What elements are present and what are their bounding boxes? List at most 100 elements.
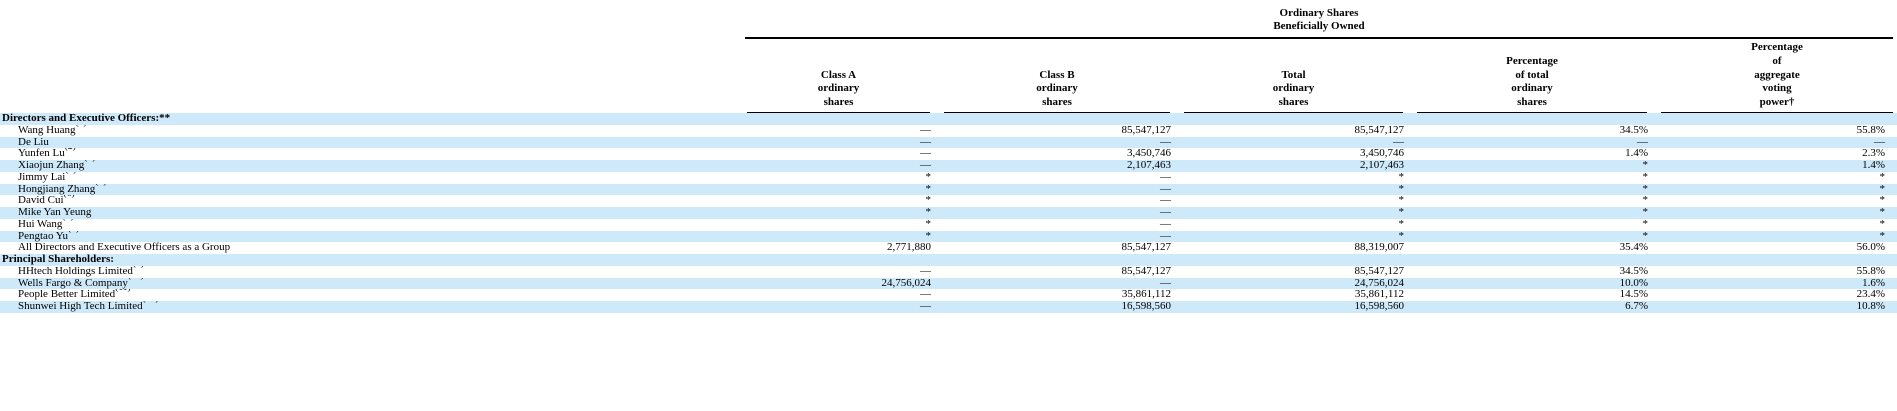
- row-label-text: Hui Wang: [18, 218, 63, 230]
- cell-pct-voting-power: 10.8%: [1856, 300, 1885, 312]
- row-label: Wang Huang(1): [0, 125, 737, 137]
- cell-class-b-shares: —: [1160, 135, 1171, 148]
- table-row: Hongjiang Zhang(5) * — * * *: [0, 182, 1897, 196]
- row-label: De Liu: [0, 137, 737, 149]
- row-label-text: Pengtao Yu: [18, 230, 69, 242]
- cell-class-b-shares: [934, 254, 1174, 266]
- cell-pct-voting-power: [1651, 254, 1897, 266]
- cell-total-shares: 85,547,127: [1354, 264, 1405, 277]
- row-label: Yunfen Lu(2): [0, 148, 737, 160]
- row-label-text: Directors and Executive Officers:**: [2, 113, 171, 124]
- cell-class-a-shares: —: [920, 123, 931, 136]
- cell-pct-total-shares: *: [1642, 159, 1649, 171]
- table-row: Wang Huang(1) — 85,547,127 85,547,127 34.5% 5…: [0, 123, 1897, 137]
- footnote-reference: (1): [75, 125, 86, 128]
- cell-pct-total-shares: 14.5%: [1619, 288, 1648, 301]
- row-label-text: Wang Huang: [18, 124, 76, 136]
- cell-total-shares: 2,107,463: [1360, 159, 1404, 171]
- cell-class-b-shares: 85,547,127: [1121, 241, 1172, 254]
- cell-class-b-shares: —: [1160, 206, 1171, 218]
- cell-class-a-shares: *: [925, 229, 932, 242]
- cell-pct-voting-power: *: [1879, 229, 1886, 242]
- row-label-text: De Liu: [18, 136, 49, 148]
- cell-total-shares: 16,598,560: [1354, 300, 1405, 312]
- row-label-text: People Better Limited: [18, 289, 116, 301]
- cell-class-b-shares: [934, 113, 1174, 125]
- table-row: Xiaojun Zhang(3) — 2,107,463 2,107,463 * 1.4%: [0, 159, 1897, 172]
- row-label-text: David Cui: [18, 195, 64, 207]
- cell-class-a-shares: —: [920, 288, 931, 301]
- column-header-pct-total: Percentage of total ordinary shares: [1407, 39, 1651, 113]
- group-header-spacer: [0, 0, 745, 39]
- cell-class-b-shares: —: [1160, 194, 1171, 207]
- row-label: All Directors and Executive Officers as …: [0, 242, 737, 254]
- cell-class-b-shares: 2,107,463: [1127, 159, 1171, 171]
- row-label: Hui Wang(7): [0, 219, 737, 231]
- footnote-reference: (8): [68, 231, 79, 234]
- cell-pct-voting-power: *: [1879, 194, 1886, 207]
- column-header-class-a: Class A ordinary shares: [737, 39, 934, 113]
- cell-class-a-shares: *: [925, 217, 932, 230]
- cell-pct-voting-power: —: [1874, 135, 1885, 148]
- cell-class-b-shares: 16,598,560: [1121, 300, 1172, 312]
- row-label: Mike Yan Yeung: [0, 207, 737, 219]
- cell-class-a-shares: 2,771,880: [887, 241, 931, 254]
- cell-pct-total-shares: *: [1642, 194, 1649, 207]
- footnote-reference: (11): [115, 289, 130, 292]
- cell-class-a-shares: *: [925, 194, 932, 207]
- row-label-text: Xiaojun Zhang: [18, 160, 85, 171]
- table-row: Pengtao Yu(8) * — * * *: [0, 229, 1897, 243]
- row-label-text: Yunfen Lu: [18, 148, 65, 160]
- column-header-class-b: Class B ordinary shares: [934, 39, 1174, 113]
- cell-pct-total-shares: 35.4%: [1619, 241, 1648, 254]
- row-label-text: All Directors and Executive Officers as …: [18, 242, 231, 254]
- row-label: Pengtao Yu(8): [0, 231, 737, 243]
- column-header-total: Total ordinary shares: [1174, 39, 1407, 113]
- table-row: Hui Wang(7) * — * * *: [0, 217, 1897, 231]
- cell-pct-voting-power: *: [1879, 182, 1886, 195]
- cell-class-b-shares: —: [1160, 170, 1171, 183]
- cell-pct-total-shares: *: [1642, 217, 1649, 230]
- cell-total-shares: *: [1398, 194, 1405, 207]
- cell-pct-total-shares: 34.5%: [1619, 264, 1648, 277]
- footnote-reference: (4): [65, 172, 76, 175]
- cell-pct-total-shares: —: [1637, 135, 1648, 148]
- cell-class-b-shares: —: [1160, 276, 1171, 289]
- table-row: Shunwei High Tech Limited(12) — 16,598,560…: [0, 300, 1897, 313]
- table-row: De Liu — — — — —: [0, 135, 1897, 149]
- cell-class-a-shares: —: [920, 300, 931, 312]
- table-row: Yunfen Lu(2) — 3,450,746 3,450,746 1.4% 2.3%: [0, 148, 1897, 160]
- row-label-text: Wells Fargo & Company: [18, 277, 128, 289]
- table-row: Mike Yan Yeung * — * * *: [0, 206, 1897, 219]
- cell-class-a-shares: —: [920, 147, 931, 160]
- row-label: Wells Fargo & Company(10): [0, 278, 737, 290]
- cell-total-shares: [1174, 254, 1407, 266]
- cell-total-shares: 24,756,024: [1354, 276, 1405, 289]
- cell-pct-total-shares: *: [1642, 170, 1649, 183]
- column-header-pct-voting-power: Percentage of aggregate voting power†: [1651, 39, 1897, 113]
- cell-pct-voting-power: 55.8%: [1856, 123, 1885, 136]
- cell-class-a-shares: *: [925, 206, 932, 218]
- cell-pct-total-shares: 34.5%: [1619, 123, 1648, 136]
- cell-pct-voting-power: 1.6%: [1862, 276, 1885, 289]
- cell-class-b-shares: —: [1160, 217, 1171, 230]
- cell-class-a-shares: [737, 254, 934, 266]
- cell-pct-total-shares: [1407, 113, 1651, 125]
- cell-class-a-shares: *: [925, 182, 932, 195]
- table-row: Wells Fargo & Company(10) 24,756,024 — 24,7…: [0, 276, 1897, 290]
- column-header-class-b-label: Class B ordinary shares: [1036, 68, 1078, 109]
- footnote-reference: (7): [62, 219, 73, 222]
- cell-pct-voting-power: 1.4%: [1862, 159, 1885, 171]
- cell-class-a-shares: —: [920, 159, 931, 171]
- row-label: People Better Limited(11): [0, 289, 737, 301]
- cell-total-shares: 85,547,127: [1354, 123, 1405, 136]
- row-label-text: Shunwei High Tech Limited: [18, 301, 143, 312]
- row-label: HHtech Holdings Limited(9): [0, 266, 737, 278]
- row-label: Hongjiang Zhang(5): [0, 184, 737, 196]
- footnote-reference: (12): [143, 301, 159, 304]
- cell-pct-voting-power: [1651, 113, 1897, 125]
- section-header-row: Principal Shareholders:: [0, 254, 1897, 266]
- row-label-text: Hongjiang Zhang: [18, 183, 96, 195]
- cell-pct-total-shares: *: [1642, 229, 1649, 242]
